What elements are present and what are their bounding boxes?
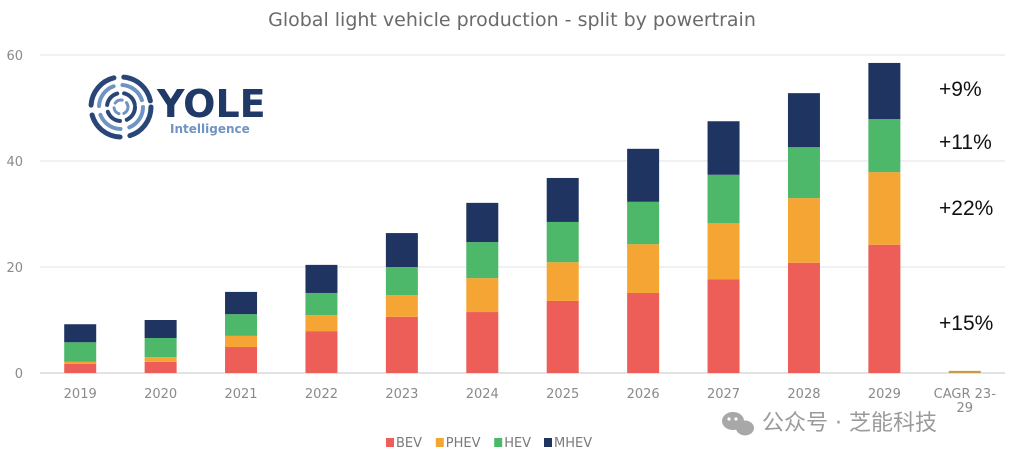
cagr-annotations: +9% +11% +22% +15%: [939, 78, 993, 335]
x-tick-label: 2027: [707, 387, 740, 402]
bar-segment-phev: [225, 335, 258, 348]
legend-label-hev: HEV: [504, 436, 531, 451]
x-tick-label: 2021: [224, 387, 257, 402]
bar-segment-phev: [466, 278, 499, 313]
legend-swatch-bev: [386, 438, 394, 447]
bar-segment-bev: [225, 347, 258, 373]
legend: BEV PHEV HEV MHEV: [386, 436, 592, 451]
bar-segment-hev: [144, 338, 177, 358]
bar-segment-phev: [385, 295, 418, 317]
watermark-text: 公众号 · 芝能科技: [762, 411, 937, 436]
bar-segment-mhev: [144, 320, 177, 339]
bar-segment-phev: [305, 315, 338, 332]
bar-segment-bev: [627, 292, 660, 373]
bar-segment-mhev: [385, 233, 418, 267]
x-tick-label: 2022: [305, 387, 338, 402]
bar-segment-hev: [707, 174, 740, 224]
bar-segment-phev: [707, 223, 740, 280]
legend-swatch-phev: [435, 438, 444, 447]
bar-segment-phev: [64, 361, 97, 364]
legend-swatch-hev: [494, 438, 503, 447]
y-tick-label: 0: [15, 367, 23, 382]
legend-label-mhev: MHEV: [554, 436, 592, 451]
y-tick-label: 20: [6, 261, 23, 276]
bar-segment-hev: [868, 119, 901, 173]
y-tick-label: 60: [6, 49, 23, 64]
legend-label-bev: BEV: [396, 436, 422, 451]
x-tick-label: 2029: [868, 387, 901, 402]
bar-segment-bev: [707, 279, 740, 373]
bar-segment-hev: [305, 292, 338, 316]
legend-swatch-mhev: [544, 438, 552, 447]
logo-name: YOLE: [156, 82, 266, 126]
bar-segment-bev: [868, 244, 901, 373]
bar-segment-bev: [787, 262, 820, 373]
bar-segment-hev: [627, 201, 660, 245]
x-tick-label: 2019: [64, 387, 97, 402]
x-tick-label: 2020: [144, 387, 177, 402]
x-tick-label: 2026: [627, 387, 660, 402]
chart-title: Global light vehicle production - split …: [268, 9, 756, 31]
bar-segment-mhev: [64, 324, 97, 343]
bar-segment-phev: [627, 244, 660, 293]
x-tick-label: CAGR 23-: [934, 387, 997, 402]
bar-segment-hev: [466, 242, 499, 279]
yole-swirl-icon: [88, 74, 154, 140]
grid-lines: [40, 54, 1005, 374]
bar-segment-phev: [787, 198, 820, 263]
bar-segment-bev: [305, 331, 338, 373]
logo-subtitle: Intelligence: [170, 122, 250, 136]
bar-segment-mhev: [546, 177, 579, 222]
x-axis-ticks: 2019 2020 2021 2022 2023 2024 2025 2026 2027 2028…: [64, 387, 997, 416]
bar-segment-hev: [546, 221, 579, 263]
x-tick-label: 29: [957, 401, 974, 416]
cagr-label-hev: +11%: [939, 131, 992, 154]
bar-segment-bev: [385, 316, 418, 373]
bar-segment-mhev: [627, 148, 660, 202]
bar-segment-phev: [948, 370, 981, 373]
y-axis-ticks: 0 20 40 60: [6, 49, 23, 382]
x-tick-label: 2023: [385, 387, 418, 402]
bar-segment-mhev: [868, 62, 901, 120]
bar-segment-phev: [546, 262, 579, 301]
bar-segment-phev: [868, 172, 901, 245]
bar-segment-bev: [144, 361, 177, 373]
cagr-label-bev: +15%: [939, 312, 993, 335]
bar-segment-mhev: [305, 264, 338, 293]
bar-segment-hev: [64, 342, 97, 362]
x-tick-label: 2028: [787, 387, 820, 402]
cagr-label-phev: +22%: [939, 197, 993, 220]
x-tick-label: 2025: [546, 387, 579, 402]
legend-label-phev: PHEV: [446, 436, 481, 451]
bar-segment-mhev: [787, 93, 820, 148]
bar-segment-bev: [64, 363, 97, 373]
bar-segment-hev: [385, 267, 418, 296]
bar-segment-hev: [225, 314, 258, 336]
bar-segment-mhev: [225, 291, 258, 315]
x-tick-label: 2024: [466, 387, 499, 402]
bar-segment-hev: [787, 147, 820, 199]
watermark: 公众号 · 芝能科技: [722, 411, 937, 436]
wechat-icon: [722, 412, 754, 436]
yole-logo: YOLE Intelligence: [88, 74, 266, 140]
bar-segment-bev: [546, 300, 579, 373]
y-tick-label: 40: [6, 155, 23, 170]
bars: [64, 62, 981, 373]
bar-segment-phev: [144, 357, 177, 362]
bar-segment-bev: [466, 312, 499, 373]
cagr-label-mhev: +9%: [939, 78, 982, 101]
bar-segment-mhev: [707, 121, 740, 175]
bar-segment-mhev: [466, 202, 499, 243]
